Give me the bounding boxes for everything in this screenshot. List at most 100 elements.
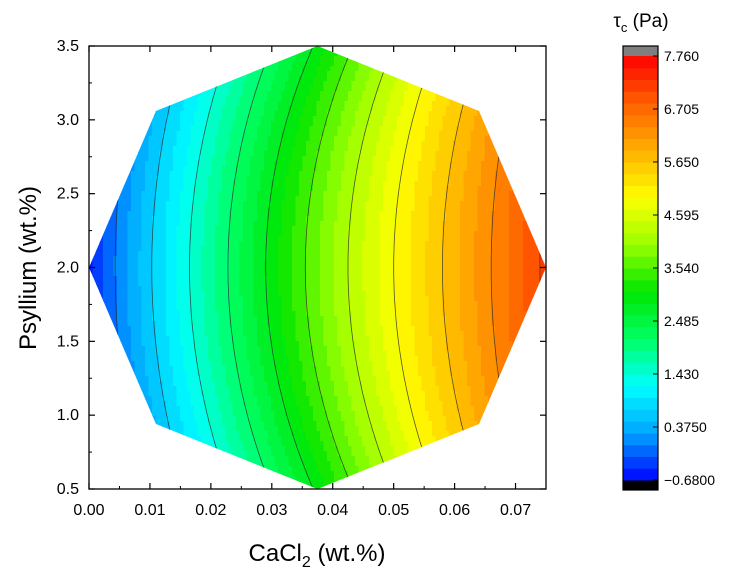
- field-cell: [120, 156, 125, 162]
- field-cell: [316, 221, 321, 227]
- field-cell: [264, 171, 269, 177]
- field-cell: [239, 71, 244, 77]
- field-cell: [183, 206, 188, 212]
- field-cell: [502, 46, 507, 52]
- field-cell: [372, 211, 377, 217]
- field-cell: [323, 76, 328, 82]
- field-cell: [320, 181, 325, 187]
- field-cell: [526, 116, 531, 122]
- field-cell: [110, 56, 115, 62]
- field-cell: [285, 171, 290, 177]
- field-cell: [334, 116, 339, 122]
- field-cell: [362, 131, 367, 137]
- field-cell: [302, 196, 307, 202]
- field-cell: [127, 221, 132, 227]
- field-cell: [232, 71, 237, 77]
- field-cell: [299, 136, 304, 142]
- field-cell: [372, 196, 377, 202]
- field-cell: [274, 206, 279, 212]
- field-cell: [474, 166, 479, 172]
- field-cell: [358, 121, 363, 127]
- field-cell: [488, 121, 493, 127]
- field-cell: [250, 126, 255, 132]
- field-cell: [509, 141, 514, 147]
- field-cell: [302, 101, 307, 107]
- field-cell: [467, 86, 472, 92]
- field-cell: [463, 211, 468, 217]
- field-cell: [183, 61, 188, 67]
- field-cell: [505, 146, 510, 152]
- field-cell: [201, 111, 206, 117]
- field-cell: [201, 146, 206, 152]
- field-cell: [201, 151, 206, 157]
- field-cell: [250, 46, 255, 52]
- field-cell: [334, 61, 339, 67]
- field-cell: [281, 136, 286, 142]
- field-cell: [194, 76, 199, 82]
- field-cell: [243, 111, 248, 117]
- field-cell: [148, 106, 153, 112]
- field-cell: [537, 181, 542, 187]
- field-cell: [264, 141, 269, 147]
- field-cell: [428, 46, 433, 52]
- field-cell: [313, 226, 318, 232]
- field-cell: [113, 216, 118, 222]
- field-cell: [425, 91, 430, 97]
- field-cell: [344, 231, 349, 237]
- field-cell: [299, 116, 304, 122]
- field-cell: [204, 231, 209, 237]
- field-cell: [334, 91, 339, 97]
- field-cell: [250, 71, 255, 77]
- field-cell: [320, 146, 325, 152]
- field-cell: [313, 56, 318, 62]
- field-cell: [425, 86, 430, 92]
- field-cell: [92, 76, 97, 82]
- field-cell: [103, 236, 108, 242]
- field-cell: [278, 191, 283, 197]
- field-cell: [190, 96, 195, 102]
- field-cell: [120, 181, 125, 187]
- field-cell: [134, 221, 139, 227]
- field-cell: [383, 141, 388, 147]
- field-cell: [432, 166, 437, 172]
- field-cell: [236, 191, 241, 197]
- field-cell: [358, 116, 363, 122]
- field-cell: [281, 196, 286, 202]
- field-cell: [292, 186, 297, 192]
- field-cell: [397, 166, 402, 172]
- field-cell: [404, 211, 409, 217]
- field-cell: [267, 96, 272, 102]
- field-cell: [477, 186, 482, 192]
- field-cell: [138, 231, 143, 237]
- field-cell: [505, 231, 510, 237]
- field-cell: [414, 216, 419, 222]
- field-cell: [334, 66, 339, 72]
- field-cell: [495, 121, 500, 127]
- field-cell: [190, 106, 195, 112]
- field-cell: [463, 101, 468, 107]
- field-cell: [481, 181, 486, 187]
- field-cell: [428, 86, 433, 92]
- field-cell: [113, 176, 118, 182]
- field-cell: [96, 106, 101, 112]
- field-cell: [92, 136, 97, 142]
- field-cell: [264, 106, 269, 112]
- field-cell: [222, 226, 227, 232]
- field-cell: [432, 126, 437, 132]
- field-cell: [208, 131, 213, 137]
- field-cell: [113, 101, 118, 107]
- field-cell: [460, 166, 465, 172]
- field-cell: [145, 161, 150, 167]
- field-cell: [145, 221, 150, 227]
- field-cell: [362, 196, 367, 202]
- field-cell: [481, 201, 486, 207]
- field-cell: [379, 136, 384, 142]
- field-cell: [477, 166, 482, 172]
- field-cell: [344, 156, 349, 162]
- field-cell: [540, 196, 545, 202]
- field-cell: [316, 91, 321, 97]
- field-cell: [281, 131, 286, 137]
- field-cell: [502, 56, 507, 62]
- field-cell: [232, 61, 237, 67]
- field-cell: [467, 61, 472, 67]
